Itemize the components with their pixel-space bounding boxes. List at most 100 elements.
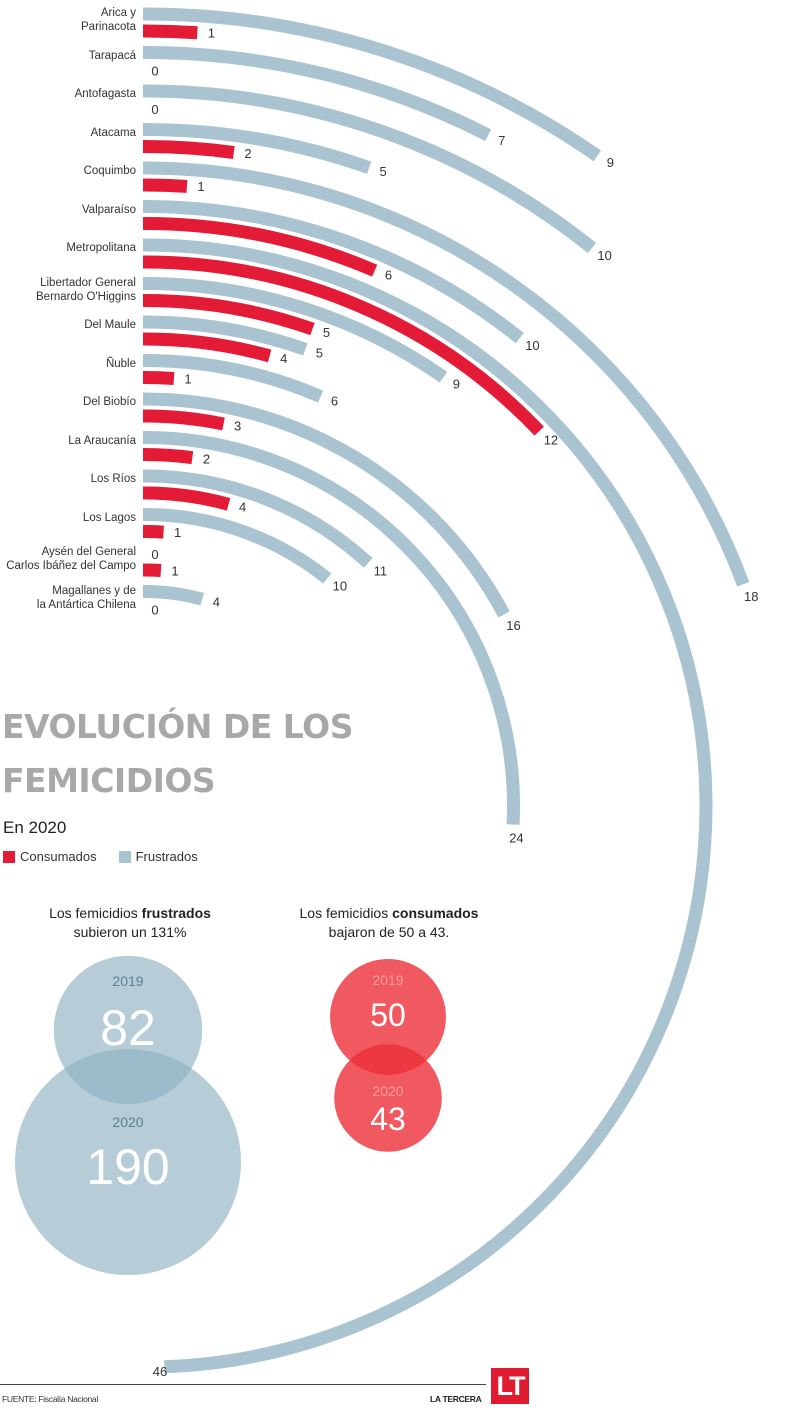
bar-frustrados (143, 123, 372, 174)
bar-frustrados (143, 238, 713, 1374)
value-label-frustrados: 24 (509, 831, 523, 846)
value-label-consumados: 0 (151, 64, 158, 79)
region-label-line: Bernardo O'Higgins (36, 290, 136, 303)
bar-consumados (143, 409, 225, 431)
circle-consumados-2020 (334, 1044, 442, 1152)
bar-consumados (143, 178, 188, 193)
value-consumados-2020: 43 (370, 1101, 406, 1137)
region-label: Los Ríos (0, 472, 136, 486)
bar-frustrados (143, 469, 373, 568)
bar-consumados (143, 563, 162, 578)
legend-item-frustrados: Frustrados (118, 849, 198, 864)
value-label-consumados: 4 (280, 351, 287, 366)
value-label-consumados: 0 (151, 603, 158, 618)
value-label-consumados: 2 (203, 451, 210, 466)
value-label-consumados: 5 (323, 325, 330, 340)
value-label-frustrados: 9 (607, 155, 614, 170)
region-label: Los Lagos (0, 511, 136, 525)
region-label-line: Arica y (100, 7, 136, 19)
region-label-line: Tarapacá (88, 49, 136, 62)
value-label-frustrados: 18 (744, 589, 758, 604)
region-label-line: Libertador General (40, 276, 136, 289)
region-label: Aysén del General Carlos Ibáñez del Campo (0, 545, 136, 573)
note-frustrados: Los femicidios frustrados subieron un 13… (20, 904, 240, 942)
value-label-consumados: 4 (239, 500, 246, 515)
region-label: Tarapacá (0, 49, 136, 63)
value-frustrados-2019: 82 (100, 1000, 156, 1056)
legend-label-frustrados: Frustrados (135, 849, 198, 864)
bar-consumados (143, 486, 231, 511)
region-label-line: Metropolitana (66, 242, 136, 254)
region-label-line: La Araucanía (68, 434, 136, 447)
legend-swatch-consumados (3, 850, 15, 863)
bar-frustrados (143, 392, 510, 618)
source-text: FUENTE: Fiscalía Nacional (2, 1394, 98, 1404)
value-consumados-2019: 50 (370, 997, 406, 1033)
value-label-frustrados: 11 (374, 564, 388, 579)
region-label: Magallanes y de la Antártica Chilena (0, 584, 136, 612)
note-consumados-prefix: Los femicidios (299, 905, 393, 921)
year-label-consumados-2019: 2019 (372, 972, 403, 988)
value-label-consumados: 1 (174, 525, 181, 540)
region-label-line: Valparaíso (81, 203, 136, 216)
region-label-line: Ñuble (105, 357, 136, 370)
bar-frustrados (143, 200, 524, 344)
value-label-consumados: 1 (197, 179, 204, 194)
region-label: Ñuble (0, 357, 136, 371)
value-label-consumados: 3 (234, 418, 241, 433)
value-label-consumados: 12 (544, 432, 558, 447)
region-label: Coquimbo (0, 164, 136, 178)
value-label-frustrados: 6 (331, 393, 338, 408)
legend-label-consumados: Consumados (20, 849, 97, 864)
region-label-line: Coquimbo (83, 165, 136, 177)
bar-frustrados (143, 46, 492, 141)
value-label-consumados: 1 (208, 26, 215, 41)
note-frustrados-line2: subieron un 131% (73, 924, 187, 940)
value-frustrados-2020: 190 (86, 1139, 169, 1195)
title-line-2: FEMICIDIOS (2, 761, 216, 800)
bar-frustrados (143, 7, 602, 162)
bar-consumados (143, 255, 544, 436)
note-frustrados-prefix: Los femicidios (49, 905, 142, 921)
note-consumados: Los femicidios consumados bajaron de 50 … (284, 904, 494, 942)
region-label-line: Antofagasta (74, 88, 136, 100)
la-tercera-logo: LT (491, 1368, 529, 1404)
legend-swatch-frustrados (118, 850, 131, 863)
bar-consumados (143, 140, 235, 159)
region-label: Antofagasta (0, 87, 136, 101)
region-label: La Araucanía (0, 434, 136, 448)
value-label-consumados: 1 (184, 371, 191, 386)
bar-consumados (143, 371, 175, 385)
region-label-line: Del Maule (84, 319, 136, 331)
year-label-frustrados-2019: 2019 (112, 973, 143, 989)
region-label: Arica y Parinacota (0, 6, 136, 34)
value-label-frustrados: 10 (597, 248, 611, 263)
value-label-consumados: 6 (385, 268, 392, 283)
value-label-consumados: 2 (244, 146, 251, 161)
legend-item-consumados: Consumados (3, 849, 97, 864)
value-label-consumados: 0 (151, 102, 158, 117)
bar-frustrados (143, 84, 597, 254)
value-label-frustrados: 9 (453, 376, 460, 391)
bar-consumados (143, 332, 272, 363)
value-label-frustrados: 7 (498, 133, 505, 148)
bar-consumados (143, 294, 315, 336)
title-line-1: EVOLUCIÓN DE LOS (2, 707, 353, 746)
year-label-consumados-2020: 2020 (372, 1083, 403, 1099)
region-label: Del Biobío (0, 395, 136, 409)
bar-frustrados (143, 161, 750, 587)
region-label-line: Del Biobío (82, 396, 136, 408)
value-label-frustrados: 0 (151, 547, 158, 562)
bar-frustrados (143, 277, 448, 383)
value-label-frustrados: 4 (213, 595, 220, 610)
footer-divider (0, 1384, 486, 1385)
value-label-frustrados: 5 (380, 164, 387, 179)
region-label: Del Maule (0, 318, 136, 332)
bar-frustrados (143, 508, 332, 584)
bar-frustrados (143, 354, 324, 403)
region-label: Valparaíso (0, 203, 136, 217)
region-label-line: Parinacota (81, 21, 136, 33)
chart-title: EVOLUCIÓN DE LOS FEMICIDIOS (2, 700, 353, 808)
note-consumados-line2: bajaron de 50 a 43. (328, 924, 450, 940)
